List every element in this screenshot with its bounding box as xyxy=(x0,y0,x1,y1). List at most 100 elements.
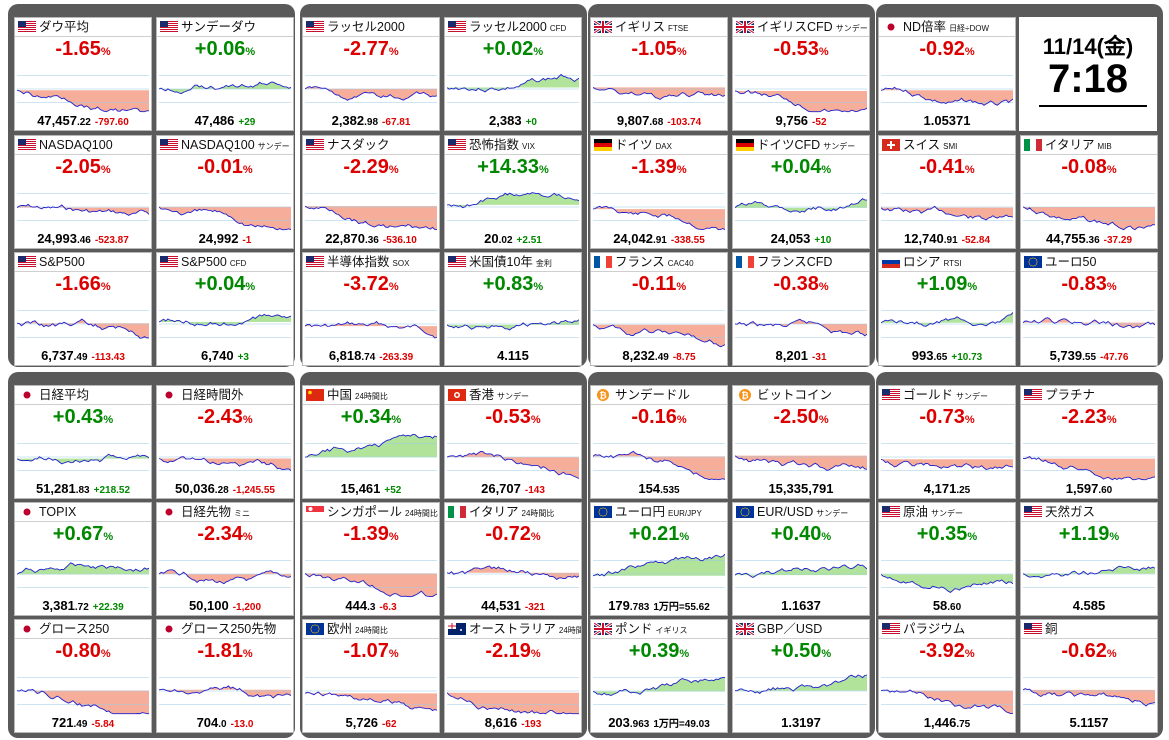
market-card[interactable]: NASDAQ100 -2.05% 24,993.46 -523.87 xyxy=(14,135,152,249)
jp-flag-icon xyxy=(18,389,36,401)
mini-chart xyxy=(881,430,1013,484)
market-card[interactable]: グロース250 -0.80% 721.49 -5.84 xyxy=(14,619,152,733)
price-sparkline xyxy=(159,193,291,231)
sparkline-line xyxy=(881,689,1013,715)
market-card[interactable]: スイス SMI -0.41% 12,740.91 -52.84 xyxy=(878,135,1016,249)
market-card[interactable]: ロシア RTSI +1.09% 993.65 +10.73 xyxy=(878,252,1016,366)
market-card[interactable]: ユーロ50 -0.83% 5,739.55 -47.76 xyxy=(1020,252,1158,366)
us-flag-icon xyxy=(448,139,466,151)
card-header: パラジウム xyxy=(879,620,1015,639)
price-sparkline xyxy=(305,677,437,712)
price-decimal: .22 xyxy=(76,117,91,128)
market-card[interactable]: 欧州 24時間比 -1.07% 5,726 -62 xyxy=(302,619,440,733)
market-card[interactable]: ドイツCFD サンデー +0.04% 24,053 +10 xyxy=(732,135,870,249)
market-card[interactable]: シンガポール 24時間比 -1.39% 444.3 -6.3 xyxy=(302,502,440,616)
card-header: ラッセル2000 CFD xyxy=(445,18,581,37)
market-card[interactable]: 銅 -0.62% 5.1157 xyxy=(1020,619,1158,733)
market-card[interactable]: フランス CAC40 -0.11% 8,232.49 -8.75 xyxy=(590,252,728,366)
market-card[interactable]: TOPIX +0.67% 3,381.72 +22.39 xyxy=(14,502,152,616)
price-change: -523.87 xyxy=(94,235,129,246)
market-card[interactable]: GBP／USD +0.50% 1.3197 xyxy=(732,619,870,733)
market-card[interactable]: 香港 サンデー -0.53% 26,707 -143 xyxy=(444,385,582,499)
mini-chart xyxy=(1023,180,1155,234)
market-card[interactable]: 米国債10年 金利 +0.83% 4.115 xyxy=(444,252,582,366)
title-text: 日経先物 xyxy=(181,505,232,519)
price-change: +22.39 xyxy=(92,602,124,613)
market-card[interactable]: ドイツ DAX -1.39% 24,042.91 -338.55 xyxy=(590,135,728,249)
market-card[interactable]: 半導体指数 SOX -3.72% 6,818.74 -263.39 xyxy=(302,252,440,366)
title-sub: 24時間比 xyxy=(521,509,555,518)
price-value: 24,993 xyxy=(37,231,77,246)
price-change: +3 xyxy=(237,352,249,363)
price-footer: 15,335,791 xyxy=(733,481,869,497)
price-value: 1,597 xyxy=(1065,481,1099,496)
market-card[interactable]: イタリア MIB -0.08% 44,755.36 -37.29 xyxy=(1020,135,1158,249)
market-card[interactable]: NASDAQ100 サンデー -0.01% 24,992 -1 xyxy=(156,135,294,249)
market-card[interactable]: イギリスCFD サンデー -0.53% 9,756 -52 xyxy=(732,17,870,131)
market-card[interactable]: フランスCFD -0.38% 8,201 -31 xyxy=(732,252,870,366)
title-text: ロシア xyxy=(903,255,941,269)
market-card[interactable]: 原油 サンデー +0.35% 58.60 xyxy=(878,502,1016,616)
sparkline-line xyxy=(881,312,1013,327)
market-card[interactable]: ₿ サンデードル -0.16% 154.535 xyxy=(590,385,728,499)
market-card[interactable]: 中国 24時間比 +0.34% 15,461 +52 xyxy=(302,385,440,499)
price-value: 24,042 xyxy=(613,231,653,246)
percent-change: -3.72% xyxy=(307,272,435,296)
percent-unit: % xyxy=(242,414,253,426)
market-card[interactable]: サンデーダウ +0.06% 47,486 +29 xyxy=(156,17,294,131)
sparkline-line xyxy=(593,205,725,231)
market-card[interactable]: S&P500 CFD +0.04% 6,740 +3 xyxy=(156,252,294,366)
market-card[interactable]: ND倍率 日経÷DOW -0.92% 1.05371 xyxy=(878,17,1016,131)
market-card[interactable]: ゴールド サンデー -0.73% 4,171.25 xyxy=(878,385,1016,499)
sparkline-line xyxy=(735,318,867,337)
market-card[interactable]: イギリス FTSE -1.05% 9,807.68 -103.74 xyxy=(590,17,728,131)
price-value: 50,100 xyxy=(188,598,229,613)
percent-value: -0.41 xyxy=(919,156,965,178)
percent-unit: % xyxy=(242,531,253,543)
card-header: 日経先物 ミニ xyxy=(157,503,293,522)
market-card[interactable]: 恐怖指数 VIX +14.33% 20.02 +2.51 xyxy=(444,135,582,249)
percent-unit: % xyxy=(242,648,253,660)
percent-change: +0.06% xyxy=(161,37,289,61)
market-card[interactable]: ポンド イギリス +0.39% 203.963 1万円=49.03 xyxy=(590,619,728,733)
title-sub: サンデー xyxy=(956,392,989,401)
percent-unit: % xyxy=(533,281,544,293)
mini-chart xyxy=(305,180,437,234)
market-card[interactable]: 日経先物 ミニ -2.34% 50,100 -1,200 xyxy=(156,502,294,616)
market-card[interactable]: パラジウム -3.92% 1,446.75 xyxy=(878,619,1016,733)
card-header: 天然ガス xyxy=(1021,503,1157,522)
sparkline-line xyxy=(17,453,149,465)
sparkline-line xyxy=(593,87,725,101)
market-card[interactable]: ラッセル2000 -2.77% 2,382.98 -67.81 xyxy=(302,17,440,131)
sparkline-line xyxy=(593,450,725,481)
price-sparkline xyxy=(159,443,291,471)
sparkline-line xyxy=(305,433,437,458)
uk-flag-icon xyxy=(736,623,754,635)
market-card[interactable]: ラッセル2000 CFD +0.02% 2,383 +0 xyxy=(444,17,582,131)
price-change: -67.81 xyxy=(382,117,411,128)
market-card[interactable]: ダウ平均 -1.65% 47,457.22 -797.60 xyxy=(14,17,152,131)
mini-chart xyxy=(881,297,1013,351)
market-card[interactable]: ユーロ円 EUR/JPY +0.21% 179.783 1万円=55.62 xyxy=(590,502,728,616)
sparkline-line xyxy=(17,688,149,715)
title-text: GBP／USD xyxy=(757,622,823,636)
percent-change: +0.50% xyxy=(737,639,865,663)
eu-flag-icon xyxy=(1024,256,1042,268)
price-footer: 24,053 +10 xyxy=(733,231,869,247)
market-card[interactable]: 天然ガス +1.19% 4.585 xyxy=(1020,502,1158,616)
market-card[interactable]: プラチナ -2.23% 1,597.60 xyxy=(1020,385,1158,499)
market-card[interactable]: ナスダック -2.29% 22,870.36 -536.10 xyxy=(302,135,440,249)
sparkline-area xyxy=(447,74,579,92)
market-card[interactable]: 日経平均 +0.43% 51,281.83 +218.52 xyxy=(14,385,152,499)
market-card[interactable]: ₿ ビットコイン -2.50% 15,335,791 xyxy=(732,385,870,499)
eu-flag-icon xyxy=(306,623,324,635)
market-card[interactable]: イタリア 24時間比 -0.72% 44,531 -321 xyxy=(444,502,582,616)
market-card[interactable]: グロース250先物 -1.81% 704.0 -13.0 xyxy=(156,619,294,733)
percent-change: +0.34% xyxy=(307,405,435,429)
market-card[interactable]: S&P500 -1.66% 6,737.49 -113.43 xyxy=(14,252,152,366)
sparkline-area xyxy=(593,451,725,480)
market-card[interactable]: オーストラリア24時間比-2.19%8,616-193 xyxy=(444,619,582,733)
title-text: 香港 xyxy=(469,388,495,402)
market-card[interactable]: 日経時間外 -2.43% 50,036.28 -1,245.55 xyxy=(156,385,294,499)
market-card[interactable]: EUR/USD サンデー +0.40% 1.1637 xyxy=(732,502,870,616)
